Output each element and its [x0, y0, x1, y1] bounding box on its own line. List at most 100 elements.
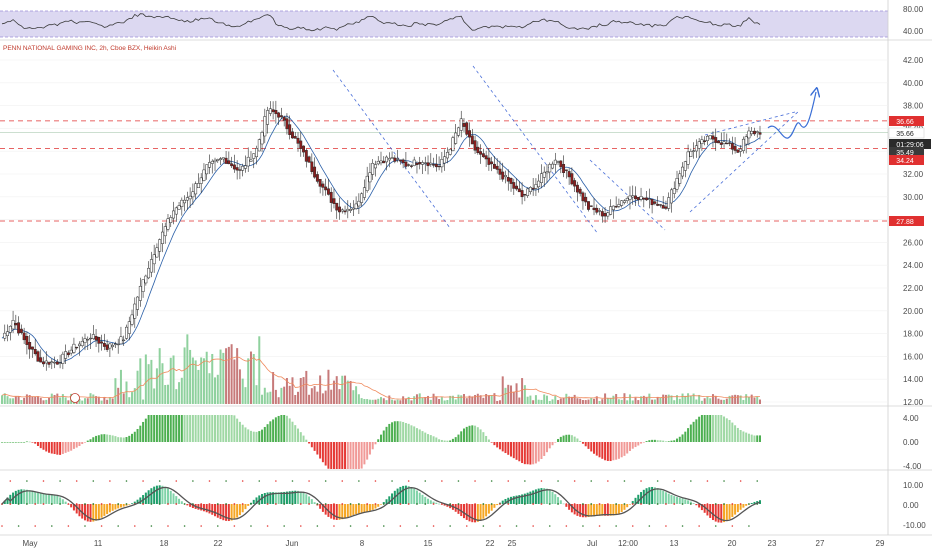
volume-bar: [36, 396, 39, 404]
info-icon[interactable]: [70, 393, 80, 403]
volume-bar: [106, 399, 109, 404]
candle-body: [484, 155, 488, 160]
signal-dot: [275, 480, 277, 482]
signal-dot: [590, 480, 593, 482]
osc1-bar: [272, 419, 275, 442]
signal-dot: [706, 480, 709, 482]
volume-bar: [258, 336, 261, 404]
osc2-bar: [158, 485, 161, 504]
osc1-bar: [108, 434, 111, 442]
volume-bar: [288, 385, 291, 404]
volume-bar: [368, 399, 371, 404]
candle-body: [86, 339, 90, 341]
osc1-bar: [258, 431, 261, 442]
signal-dot: [382, 525, 385, 527]
candle-body: [385, 156, 388, 163]
osc1-bar: [299, 432, 302, 442]
rsi-tick-80: 80.00: [903, 5, 924, 14]
signal-dot: [233, 525, 236, 527]
candle-body: [335, 202, 339, 211]
candle-body: [426, 162, 430, 167]
osc1-bar: [734, 425, 737, 442]
osc2-bar: [186, 504, 189, 506]
osc2-bar: [117, 504, 120, 509]
volume-bar: [711, 394, 714, 404]
candle-body: [315, 174, 319, 182]
osc1-bar: [595, 442, 598, 456]
volume-bar: [117, 387, 120, 404]
osc1-bar: [747, 433, 750, 442]
osc1-bar: [645, 441, 648, 442]
candle-body: [310, 161, 314, 172]
volume-bar: [153, 388, 156, 404]
candle-body: [451, 137, 455, 152]
squeeze-dot: [714, 503, 717, 505]
candle-body: [708, 135, 712, 140]
osc1-bar: [678, 436, 681, 442]
osc1-bar: [551, 442, 554, 446]
candle-body: [437, 165, 441, 168]
osc2-bar: [34, 491, 37, 504]
osc2-bar: [534, 489, 537, 504]
volume-bar: [382, 398, 385, 404]
volume-bar: [125, 381, 128, 404]
volume-bar: [272, 372, 275, 404]
osc2-bar: [382, 502, 385, 504]
signal-dot: [192, 480, 194, 482]
signal-dot: [125, 480, 128, 482]
osc2-bar: [545, 488, 548, 504]
candle-body: [487, 157, 491, 165]
osc2-bar: [753, 501, 756, 504]
volume-bar: [341, 375, 344, 404]
osc1-bar: [620, 442, 623, 458]
osc2-bar: [485, 504, 488, 517]
candle-body: [376, 160, 380, 165]
osc2-bar: [83, 504, 86, 521]
osc2-bar: [418, 492, 421, 504]
osc2-bar: [496, 504, 499, 506]
signal-dot: [34, 525, 36, 527]
candle-body: [365, 175, 369, 191]
volume-bar: [554, 396, 557, 404]
osc1-bar: [363, 442, 366, 465]
volume-bar: [540, 399, 543, 404]
candle-body: [418, 162, 422, 165]
volume-bar: [59, 397, 62, 404]
osc1-bar: [106, 434, 109, 442]
volume-bar: [468, 395, 471, 404]
squeeze-dot: [598, 503, 601, 505]
volume-bar: [100, 400, 103, 404]
osc1-bar: [382, 430, 385, 442]
candle-body: [33, 348, 37, 355]
osc1-bar: [86, 440, 89, 442]
osc2-bar: [175, 496, 178, 504]
osc1-bar: [402, 421, 405, 442]
signal-dot: [524, 480, 526, 482]
osc1-bar: [418, 429, 421, 442]
candle-body: [664, 206, 668, 209]
squeeze-dot: [241, 503, 244, 505]
volume-bar: [247, 358, 250, 404]
volume-bar: [17, 396, 20, 404]
osc2-bar: [92, 504, 95, 522]
squeeze-dot: [374, 503, 377, 505]
osc1-bar: [6, 442, 9, 443]
volume-bar: [438, 399, 441, 404]
osc2-bar: [532, 490, 535, 504]
volume-bar: [28, 395, 31, 404]
squeeze-dot: [291, 503, 294, 505]
osc1-bar: [698, 416, 701, 442]
osc2-bar: [36, 492, 39, 504]
volume-bar: [631, 400, 634, 404]
candle-body: [351, 207, 355, 210]
squeeze-dot: [208, 503, 211, 505]
squeeze-dot: [507, 503, 510, 505]
osc2-bar: [587, 504, 590, 518]
signal-dot: [225, 480, 227, 482]
osc1-bar: [443, 440, 446, 442]
osc1-bar: [200, 415, 203, 442]
volume-bar: [742, 399, 745, 404]
price-tick-5: 32.00: [903, 170, 924, 179]
osc2-bar: [728, 504, 731, 520]
osc1-bar: [75, 442, 78, 448]
